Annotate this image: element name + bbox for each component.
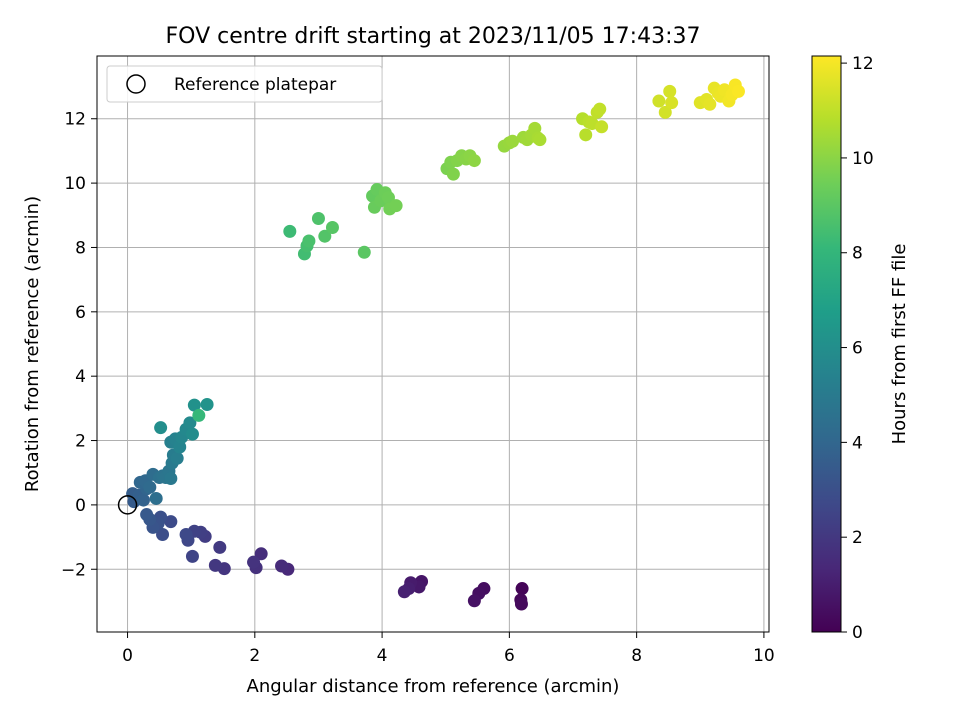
data-point [164, 472, 177, 485]
data-point [515, 598, 528, 611]
x-axis-label: Angular distance from reference (arcmin) [247, 676, 620, 697]
data-point [201, 398, 214, 411]
y-axis-label: Rotation from reference (arcmin) [22, 196, 43, 492]
data-point [595, 120, 608, 133]
data-point [665, 96, 678, 109]
data-point [732, 85, 745, 98]
y-tick-label: 12 [64, 110, 86, 130]
y-tick-label: −2 [61, 560, 86, 580]
colorbar-tick-label: 6 [852, 339, 863, 359]
y-tick-label: 6 [75, 303, 86, 323]
y-tick-label: 4 [75, 367, 86, 387]
data-point [154, 421, 167, 434]
colorbar-tick-label: 10 [852, 149, 874, 169]
data-point [398, 585, 411, 598]
data-point [447, 168, 460, 181]
data-point [150, 492, 163, 505]
chart: FOV centre drift starting at 2023/11/05 … [0, 0, 960, 720]
data-point [186, 428, 199, 441]
data-point [247, 556, 260, 569]
data-point [326, 221, 339, 234]
data-point [283, 225, 296, 238]
data-point [312, 212, 325, 225]
grid-lines [97, 56, 769, 632]
x-tick-label: 4 [377, 646, 388, 666]
y-tick-label: 2 [75, 432, 86, 452]
plot-area [97, 56, 769, 632]
data-point [579, 128, 592, 141]
data-point [180, 528, 193, 541]
x-tick-label: 6 [504, 646, 515, 666]
x-axis-ticks: 0 2 4 6 8 10 [122, 632, 775, 666]
data-point [652, 95, 665, 108]
data-point [171, 452, 184, 465]
x-tick-label: 8 [631, 646, 642, 666]
data-point [302, 235, 315, 248]
data-point [468, 594, 481, 607]
data-points [126, 78, 745, 610]
legend: Reference platepar [107, 66, 382, 102]
colorbar-ticks: 0 2 4 6 8 10 12 [841, 54, 874, 643]
colorbar: 0 2 4 6 8 10 12 Hours from first FF file [812, 54, 910, 643]
colorbar-tick-label: 4 [852, 433, 863, 453]
data-point [533, 133, 546, 146]
y-tick-label: 10 [64, 174, 86, 194]
chart-title: FOV centre drift starting at 2023/11/05 … [166, 24, 701, 49]
legend-label: Reference platepar [174, 75, 336, 95]
x-tick-label: 10 [753, 646, 775, 666]
data-point [140, 508, 153, 521]
colorbar-tick-label: 0 [852, 623, 863, 643]
data-point [186, 550, 199, 563]
y-tick-label: 8 [75, 238, 86, 258]
data-point [213, 541, 226, 554]
colorbar-tick-label: 8 [852, 244, 863, 264]
data-point [209, 559, 222, 572]
data-point [143, 481, 156, 494]
x-tick-label: 2 [249, 646, 260, 666]
colorbar-tick-label: 12 [852, 54, 874, 74]
data-point [137, 494, 150, 507]
data-point [468, 154, 481, 167]
y-axis-ticks: −2 0 2 4 6 8 10 12 [61, 110, 97, 581]
data-point [516, 582, 529, 595]
data-point [593, 103, 606, 116]
x-tick-label: 0 [122, 646, 133, 666]
data-point [275, 560, 288, 573]
data-point [703, 98, 716, 111]
data-point [192, 409, 205, 422]
data-point [663, 85, 676, 98]
data-point [390, 199, 403, 212]
y-tick-label: 0 [75, 496, 86, 516]
colorbar-label: Hours from first FF file [889, 244, 910, 445]
colorbar-gradient [812, 56, 841, 632]
colorbar-tick-label: 2 [852, 528, 863, 548]
data-point [358, 246, 371, 259]
plot-frame [97, 56, 769, 632]
